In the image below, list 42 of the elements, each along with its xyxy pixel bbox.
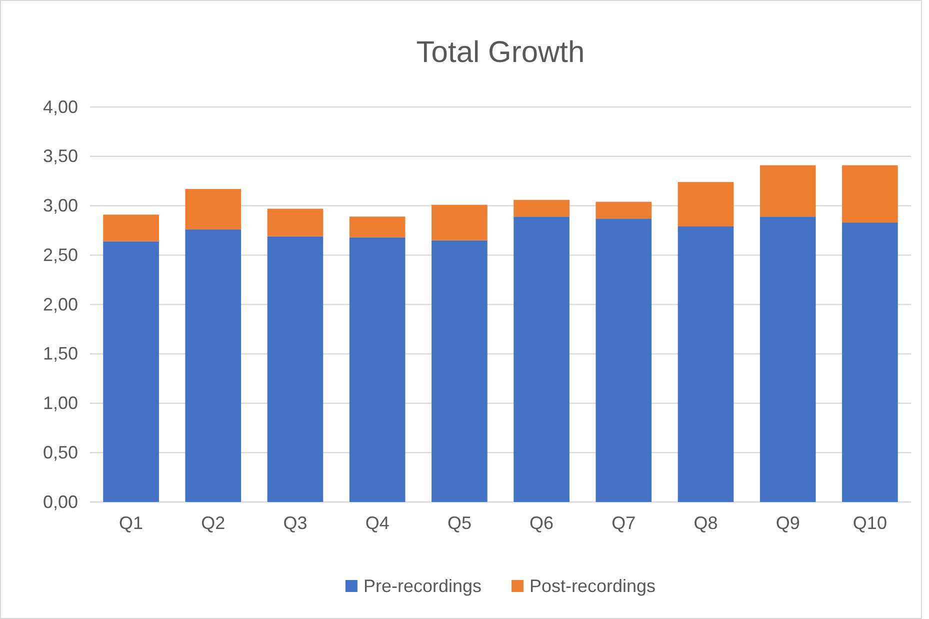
y-tick-label: 2,50 <box>42 244 78 265</box>
bar <box>760 165 816 217</box>
bar <box>596 202 652 219</box>
x-tick-label: Q8 <box>694 512 718 533</box>
y-tick-label: 0,50 <box>42 442 78 462</box>
legend-label: Post-recordings <box>529 576 656 596</box>
bar <box>678 226 734 502</box>
x-tick-label: Q7 <box>612 512 636 533</box>
y-tick-label: 3,50 <box>42 146 78 166</box>
chart-title: Total Growth <box>416 36 585 69</box>
bar <box>842 222 898 502</box>
bar <box>596 218 652 502</box>
bar <box>185 188 242 230</box>
bar <box>514 200 570 217</box>
y-tick-label: 4,00 <box>42 96 78 117</box>
y-tick-label: 3,00 <box>42 196 78 216</box>
y-tick-label: 2,00 <box>42 294 78 314</box>
bar <box>349 237 406 502</box>
x-tick-label: Q4 <box>365 512 390 533</box>
bar <box>432 240 488 502</box>
x-tick-label: Q1 <box>119 512 144 533</box>
bar <box>267 236 324 502</box>
bar <box>514 216 570 502</box>
legend-label: Pre-recordings <box>363 576 482 596</box>
bar <box>103 214 159 242</box>
bar <box>103 241 159 502</box>
bar <box>267 208 324 236</box>
y-tick-label: 1,00 <box>42 393 78 414</box>
x-tick-label: Q6 <box>530 512 554 533</box>
bar <box>185 229 242 502</box>
x-tick-label: Q10 <box>852 512 887 533</box>
bar <box>842 165 898 223</box>
x-tick-label: Q3 <box>283 512 308 533</box>
y-tick-label: 1,50 <box>42 344 78 364</box>
x-tick-label: Q9 <box>776 512 800 533</box>
bar <box>760 216 816 502</box>
x-tick-label: Q5 <box>447 512 472 533</box>
bar <box>678 182 734 226</box>
y-tick-label: 0,00 <box>42 492 78 512</box>
bar <box>432 204 488 240</box>
x-tick-label: Q2 <box>201 512 226 533</box>
bar <box>349 216 406 238</box>
